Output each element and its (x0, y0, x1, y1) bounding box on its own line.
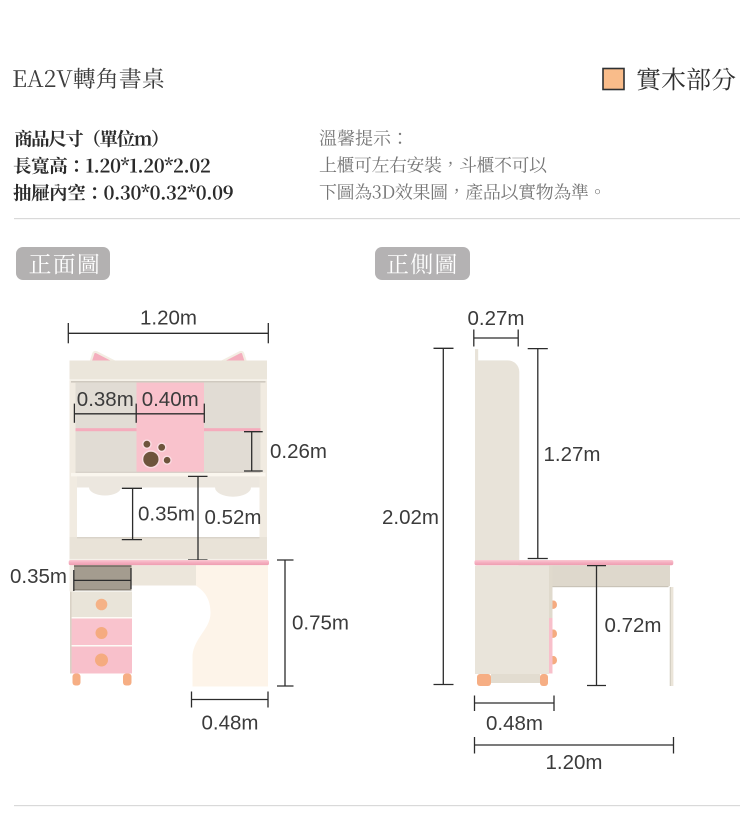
svg-text:0.40m: 0.40m (142, 388, 199, 411)
svg-text:0.75m: 0.75m (292, 612, 349, 635)
svg-text:0.35m: 0.35m (10, 565, 67, 588)
svg-text:0.38m: 0.38m (77, 388, 134, 411)
svg-text:1.27m: 1.27m (544, 443, 601, 466)
svg-text:1.20m: 1.20m (140, 307, 197, 330)
svg-text:0.48m: 0.48m (202, 712, 259, 735)
svg-text:0.48m: 0.48m (486, 712, 543, 735)
svg-text:0.26m: 0.26m (270, 440, 327, 463)
svg-text:0.52m: 0.52m (205, 506, 262, 529)
svg-text:0.27m: 0.27m (468, 307, 525, 330)
svg-text:1.20m: 1.20m (546, 751, 603, 774)
svg-text:0.72m: 0.72m (605, 614, 662, 637)
svg-text:0.35m: 0.35m (138, 503, 195, 526)
svg-text:2.02m: 2.02m (382, 506, 439, 529)
